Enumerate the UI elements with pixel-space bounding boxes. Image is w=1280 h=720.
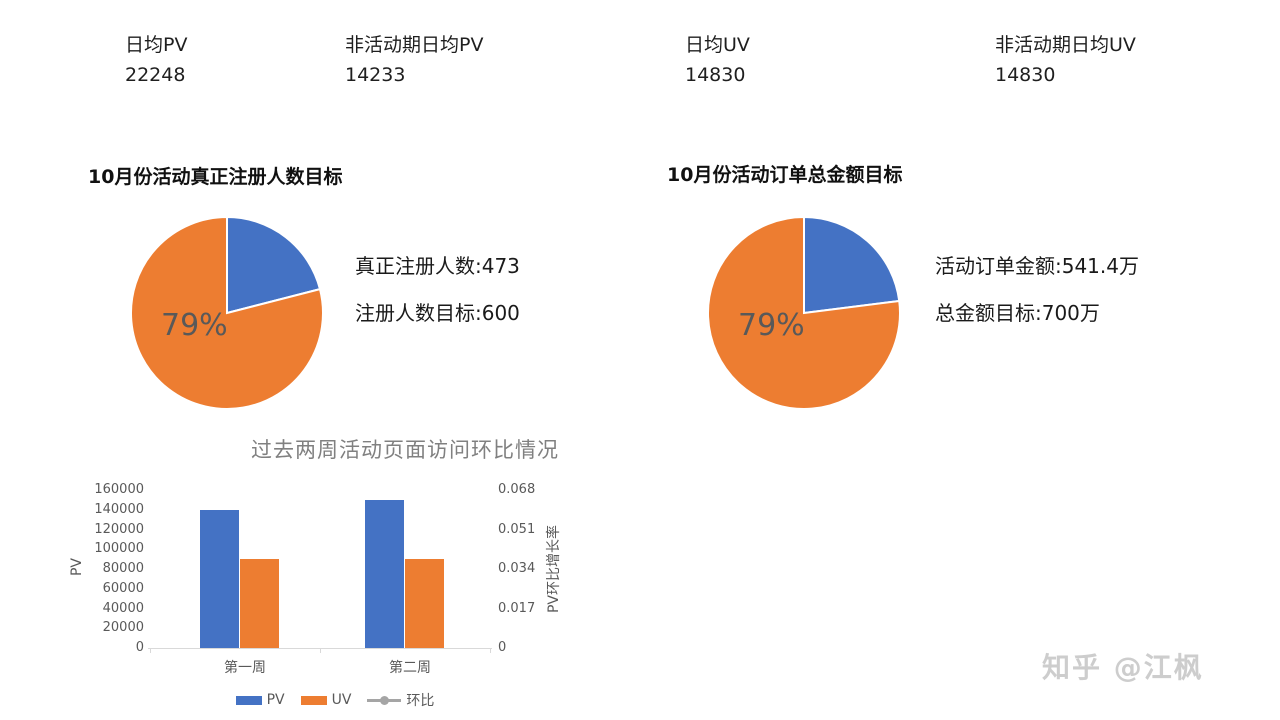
kpi-inactive-daily-pv: 非活动期日均PV 14233 (345, 30, 483, 90)
x-axis-tick-mark (490, 648, 491, 653)
legend-line-marker-dot (380, 695, 390, 705)
x-axis-label: 第二周 (389, 660, 431, 676)
legend-line-swatch (367, 695, 402, 705)
legend-rect-swatch (235, 695, 262, 705)
legend-item-PV: PV (235, 692, 285, 708)
pie-orders-annotations: 活动订单金额:541.4万 总金额目标:700万 (935, 250, 1139, 344)
right-axis-tick: 0.034 (498, 561, 536, 576)
x-axis-line (148, 648, 492, 649)
right-axis-tick: 0 (498, 640, 507, 655)
pie-registrations-percent-label: 79% (161, 308, 228, 343)
bar-UV-第一周 (239, 559, 279, 648)
left-axis-title: PV (69, 557, 85, 577)
bar-PV-第二周 (365, 499, 404, 648)
left-axis-tick: 20000 (102, 620, 144, 636)
kpi-daily-pv-value: 22248 (125, 64, 186, 86)
legend-label: PV (266, 692, 285, 708)
kpi-daily-pv: 日均PV 22248 (125, 30, 187, 90)
left-axis-tick: 120000 (94, 521, 144, 537)
left-axis-tick: 40000 (102, 600, 144, 616)
bar-chart-title: 过去两周活动页面访问环比情况 (251, 438, 559, 462)
kpi-inactive-daily-uv-value: 14830 (995, 64, 1056, 86)
legend-item-UV: UV (300, 692, 352, 708)
kpi-inactive-daily-pv-value: 14233 (345, 64, 406, 86)
legend-item-环比: 环比 (367, 690, 434, 710)
registered-count-text: 真正注册人数:473 (355, 254, 520, 278)
amount-target-text: 总金额目标:700万 (935, 301, 1100, 325)
registration-target-text: 注册人数目标:600 (355, 301, 520, 325)
left-axis-tick: 0 (135, 640, 144, 655)
right-axis-tick: 0.068 (498, 482, 536, 497)
pie-slice-剩余 (803, 215, 901, 315)
pie-orders-percent-label: 79% (738, 308, 805, 343)
pie-orders-chart: 79% (705, 214, 903, 412)
x-axis-label: 第一周 (223, 660, 266, 676)
pie-registrations-annotations: 真正注册人数:473 注册人数目标:600 (355, 250, 520, 344)
left-axis-tick: 160000 (94, 482, 144, 497)
order-amount-text: 活动订单金额:541.4万 (935, 254, 1139, 278)
kpi-daily-pv-label: 日均PV (125, 34, 188, 56)
kpi-daily-uv-value: 14830 (685, 64, 746, 86)
x-axis-tick-mark (320, 648, 321, 653)
bar-UV-第二周 (405, 559, 444, 648)
right-axis-tick: 0.051 (498, 521, 536, 537)
right-axis-tick: 0.017 (498, 600, 536, 616)
pie-orders-svg (707, 215, 901, 410)
kpi-inactive-daily-pv-label: 非活动期日均PV (345, 34, 484, 56)
kpi-inactive-daily-uv-label: 非活动期日均UV (995, 34, 1136, 56)
left-axis-tick: 140000 (94, 501, 144, 517)
bar-PV-第一周 (199, 509, 239, 648)
legend-label: 环比 (406, 693, 435, 709)
pie-slice-剩余 (226, 215, 322, 315)
kpi-daily-uv-label: 日均UV (685, 34, 750, 56)
x-axis-tick-mark (150, 648, 151, 653)
bar-chart-legend: PV UV 环比 (150, 690, 520, 710)
pie-slice-已完成 (707, 215, 901, 410)
right-axis-title: PV环比增长率 (546, 524, 562, 614)
pie-orders-title: 10月份活动订单总金额目标 (667, 164, 903, 186)
kpi-inactive-daily-uv: 非活动期日均UV 14830 (995, 30, 1136, 90)
legend-rect-swatch (300, 695, 327, 705)
watermark-zhihu: 知乎 @江枫 (1042, 651, 1204, 684)
pie-registrations-title: 10月份活动真正注册人数目标 (88, 166, 343, 188)
pie-slice-已完成 (130, 215, 324, 410)
kpi-daily-uv: 日均UV 14830 (685, 30, 750, 90)
pie-registrations-svg (130, 215, 324, 410)
pie-registrations-chart: 79% (128, 214, 326, 412)
legend-label: UV (331, 692, 352, 708)
